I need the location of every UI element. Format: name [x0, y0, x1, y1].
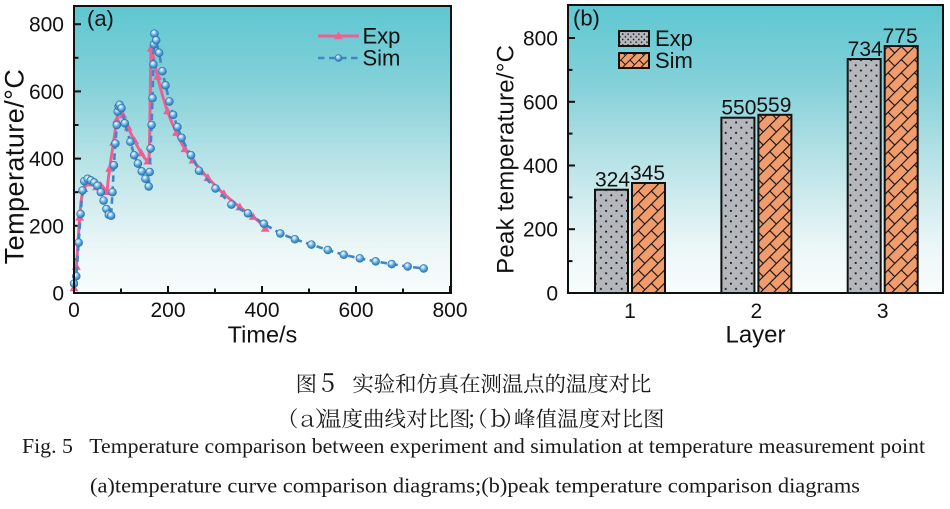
- svg-text:0: 0: [546, 283, 558, 306]
- svg-text:400: 400: [29, 148, 64, 171]
- svg-text:Layer: Layer: [725, 322, 785, 349]
- svg-text:Temperature/°C: Temperature/°C: [0, 69, 30, 265]
- svg-text:200: 200: [150, 299, 185, 322]
- svg-text:775: 775: [883, 25, 918, 48]
- svg-text:Sim: Sim: [363, 45, 401, 70]
- svg-text:Fig. 5 Temperature compariso: Fig. 5 Temperature comparison between ex…: [22, 434, 925, 458]
- svg-text:800: 800: [432, 299, 467, 322]
- svg-text:(a)temperature curve compariso: (a)temperature curve comparison diagrams…: [90, 474, 860, 498]
- svg-text:200: 200: [523, 219, 558, 242]
- svg-text:(b): (b): [573, 6, 600, 31]
- svg-text:(a): (a): [87, 6, 114, 31]
- svg-text:800: 800: [523, 28, 558, 51]
- svg-text:600: 600: [338, 299, 373, 322]
- svg-text:550: 550: [721, 97, 756, 120]
- svg-text:Exp: Exp: [655, 26, 693, 51]
- svg-text:Exp: Exp: [363, 23, 401, 48]
- svg-text:1: 1: [624, 300, 636, 323]
- svg-text:324: 324: [595, 169, 630, 192]
- svg-text:559: 559: [756, 94, 791, 117]
- svg-text:Peak temperature/°C: Peak temperature/°C: [493, 45, 520, 274]
- svg-text:3: 3: [877, 300, 889, 323]
- svg-text:0: 0: [52, 283, 64, 306]
- svg-text:345: 345: [630, 162, 665, 185]
- svg-text:734: 734: [848, 38, 883, 61]
- svg-text:800: 800: [29, 14, 64, 37]
- svg-text:600: 600: [29, 81, 64, 104]
- svg-text:Time/s: Time/s: [228, 322, 298, 348]
- svg-text:400: 400: [244, 299, 279, 322]
- svg-text:Sim: Sim: [655, 48, 693, 73]
- svg-text:0: 0: [68, 299, 80, 322]
- svg-text:2: 2: [751, 300, 763, 323]
- svg-text:600: 600: [523, 91, 558, 114]
- svg-text:200: 200: [29, 215, 64, 238]
- svg-text:400: 400: [523, 155, 558, 178]
